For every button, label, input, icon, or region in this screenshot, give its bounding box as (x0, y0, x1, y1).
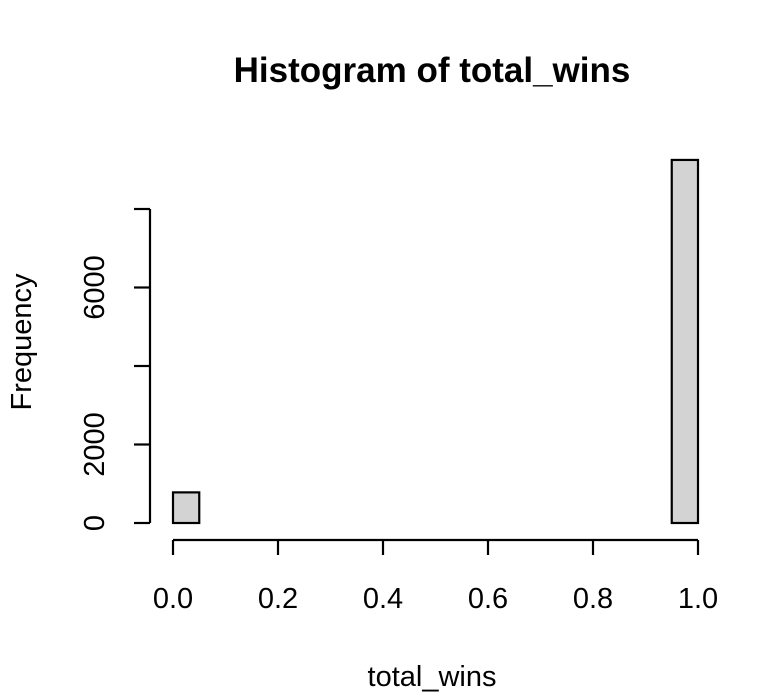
x-tick-label: 0.0 (153, 583, 193, 615)
y-tick-label: 6000 (79, 255, 111, 320)
bars-group (171, 158, 700, 525)
x-axis-label: total_wins (368, 661, 497, 693)
x-tick-label: 0.4 (363, 583, 403, 615)
x-axis: 0.0 0.2 0.4 0.6 0.8 1.0 (153, 538, 718, 615)
y-tick-label: 0 (79, 515, 111, 531)
x-tick-label: 0.6 (468, 583, 508, 615)
y-axis-label: Frequency (6, 273, 38, 411)
x-tick-label: 0.2 (258, 583, 298, 615)
x-tick-label: 1.0 (678, 583, 718, 615)
histogram-bar (171, 491, 201, 525)
histogram-bar (670, 158, 700, 525)
y-tick-label: 2000 (79, 412, 111, 477)
chart-title: Histogram of total_wins (234, 51, 631, 90)
x-tick-label: 0.8 (573, 583, 613, 615)
y-axis: 0 2000 6000 (79, 207, 152, 531)
